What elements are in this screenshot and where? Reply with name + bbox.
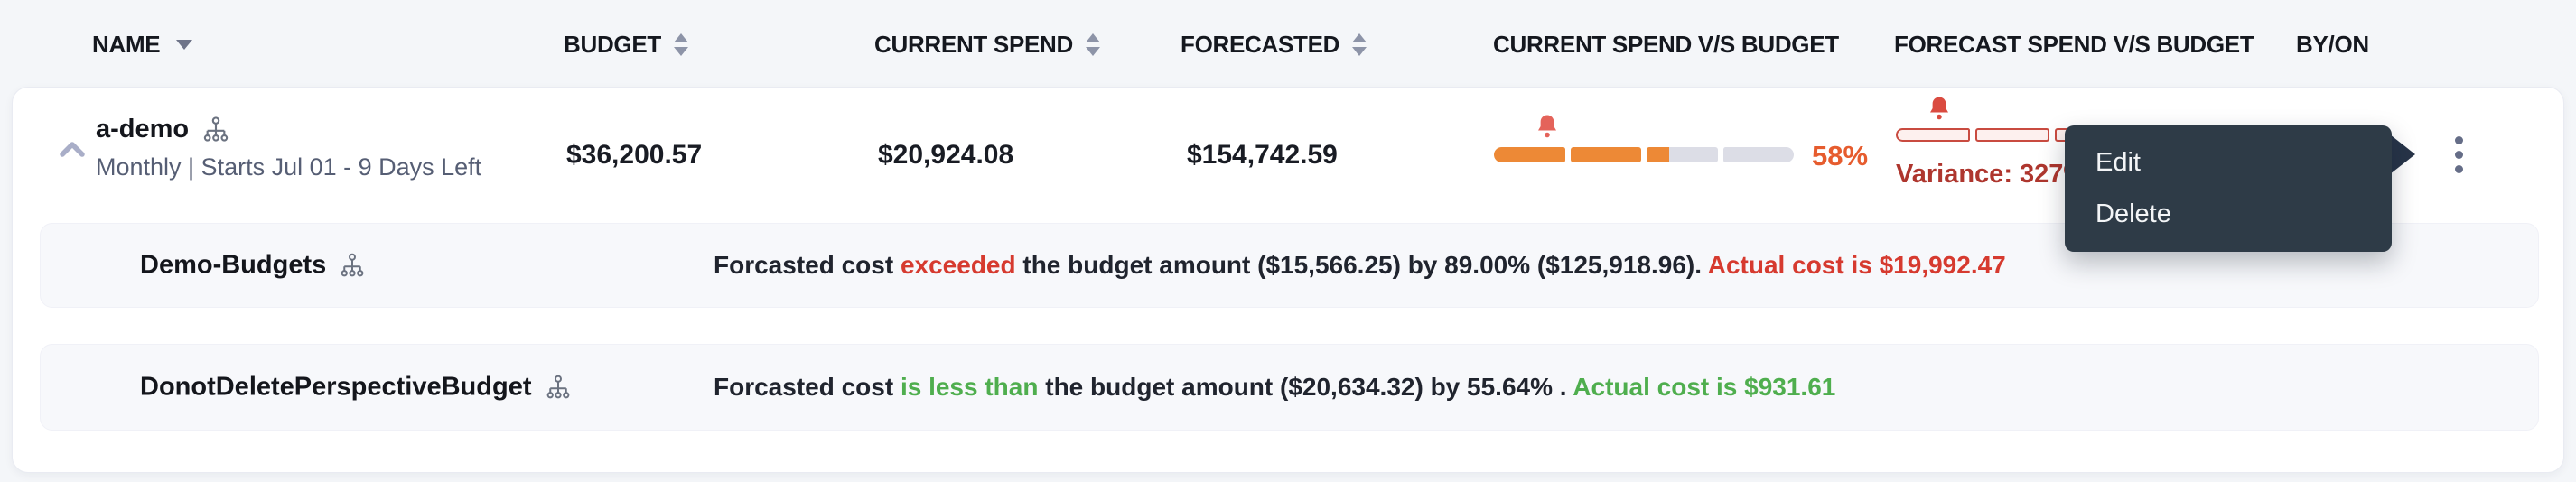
row-context-menu: Edit Delete: [2065, 125, 2392, 252]
column-label-budget: BUDGET: [564, 31, 661, 58]
hierarchy-icon: [203, 116, 229, 142]
message-part: the budget amount ($15,566.25) by 89.00%…: [1015, 251, 1708, 279]
alert-bell-icon: [1538, 115, 1556, 138]
message-part: Forcasted cost: [714, 251, 901, 279]
table-header: NAME BUDGET CURRENT SPEND FORECASTED CUR…: [0, 0, 2576, 87]
name-filter-dropdown-icon[interactable]: [176, 40, 193, 50]
sub-budget-name: Demo-Budgets: [140, 250, 327, 280]
current-vs-budget-percent: 58%: [1812, 140, 1869, 171]
hierarchy-icon: [341, 253, 364, 276]
message-part: the budget amount ($20,634.32) by 55.64%…: [1038, 373, 1573, 401]
budget-amount: $36,200.57: [566, 140, 703, 170]
forecast-status-message: Forcasted cost is less than the budget a…: [714, 373, 1835, 402]
column-header-forecast-vs-budget: FORECAST SPEND V/S BUDGET: [1894, 31, 2254, 59]
current-vs-budget-progressbar: [1494, 147, 1794, 162]
sub-budget-name: DonotDeletePerspectiveBudget: [140, 372, 532, 402]
kebab-dot: [2454, 150, 2463, 159]
sub-budget-row: Demo-Budgets Forcasted cost exceeded the…: [40, 223, 2539, 308]
sub-budget-row: DonotDeletePerspectiveBudget Forcasted c…: [40, 344, 2539, 431]
sort-budget-icon[interactable]: [673, 33, 688, 56]
message-part: Forcasted cost: [714, 373, 901, 401]
column-header-current-spend: CURRENT SPEND: [874, 31, 1101, 59]
column-header-by-on: BY/ON: [2296, 31, 2369, 59]
sort-current-spend-icon[interactable]: [1086, 33, 1101, 56]
budget-name: a-demo: [96, 115, 190, 144]
sort-forecasted-icon[interactable]: [1352, 33, 1367, 56]
current-spend-amount: $20,924.08: [878, 140, 1014, 170]
column-label-forecasted: FORECASTED: [1181, 31, 1340, 58]
forecast-variance: Variance: 327%: [1896, 160, 2087, 189]
column-header-forecasted: FORECASTED: [1181, 31, 1367, 59]
column-label-forecast-vs-budget: FORECAST SPEND V/S BUDGET: [1894, 31, 2254, 58]
menu-item-delete[interactable]: Delete: [2095, 199, 2171, 228]
kebab-dot: [2454, 135, 2463, 144]
budget-schedule: Monthly | Starts Jul 01 - 9 Days Left: [96, 153, 482, 181]
column-header-name: NAME: [92, 31, 193, 59]
message-part-highlight: Actual cost is $931.61: [1573, 373, 1836, 401]
collapse-row-button[interactable]: [51, 131, 94, 167]
column-header-budget: BUDGET: [564, 31, 688, 59]
hierarchy-icon: [546, 375, 569, 398]
column-header-current-vs-budget: CURRENT SPEND V/S BUDGET: [1493, 31, 1839, 59]
message-part-highlight: exceeded: [900, 251, 1016, 279]
row-actions-kebab-button[interactable]: [2437, 127, 2480, 181]
kebab-dot: [2454, 164, 2463, 173]
forecast-status-message: Forcasted cost exceeded the budget amoun…: [714, 251, 2006, 280]
column-label-name: NAME: [92, 31, 161, 58]
chevron-up-icon: [60, 142, 85, 157]
column-label-current-spend: CURRENT SPEND: [874, 31, 1074, 58]
message-part-highlight: Actual cost is $19,992.47: [1707, 251, 2006, 279]
message-part-highlight: is less than: [900, 373, 1039, 401]
forecasted-amount: $154,742.59: [1187, 140, 1338, 170]
column-label-current-vs-budget: CURRENT SPEND V/S BUDGET: [1493, 31, 1839, 58]
alert-bell-icon: [1930, 97, 1948, 120]
menu-item-edit[interactable]: Edit: [2095, 148, 2141, 177]
context-menu-pointer: [2390, 134, 2415, 174]
column-label-by-on: BY/ON: [2296, 31, 2369, 58]
budget-name-cell: a-demo Monthly | Starts Jul 01 - 9 Days …: [96, 115, 481, 181]
budget-card: a-demo Monthly | Starts Jul 01 - 9 Days …: [12, 87, 2564, 473]
